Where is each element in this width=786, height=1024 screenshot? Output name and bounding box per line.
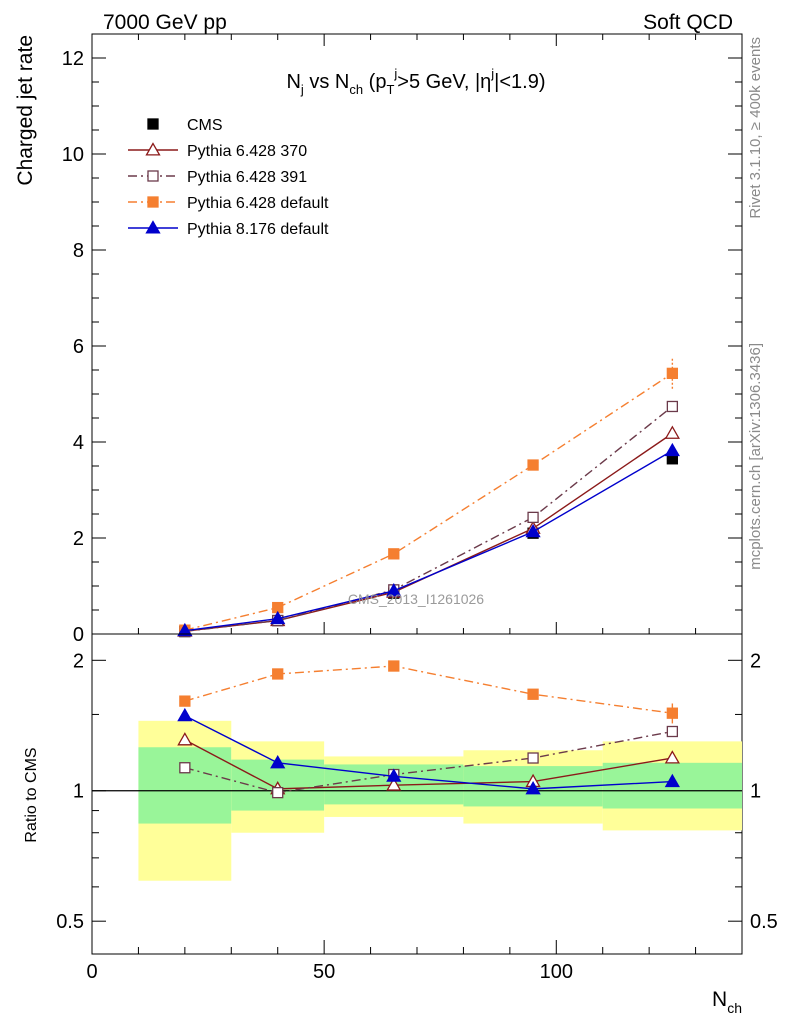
data-point [388,548,400,560]
ratio-point [666,725,679,738]
main-plot-axes: 0 2 4 6 8 10 12 [62,33,743,646]
watermark-label: CMS_2013_I1261026 [348,591,484,607]
legend: CMS Pythia 6.428 370 Pythia 6.428 391 Pythi… [128,117,329,238]
data-point [527,511,539,524]
ratio-point [388,660,400,672]
main-y-tick-label: 8 [73,240,84,262]
ratio-y-tick-label: 2 [73,650,84,672]
series-pythia-6-428-default [179,358,679,636]
ratio-series-group [177,660,680,799]
legend-label: Pythia 6.428 370 [187,143,307,160]
header-right-label: Soft QCD [643,11,733,34]
data-point [666,400,679,413]
series-pythia-8-176-default [177,442,680,637]
data-point [270,610,286,625]
uncertainty-band-inner [138,747,232,824]
side-label-bottom: mcplots.cern.ch [arXiv:1306.3436] [747,343,764,570]
legend-marker [147,170,159,182]
legend-label: Pythia 6.428 391 [187,169,307,186]
main-y-tick-label: 12 [62,48,84,70]
ratio-point [272,786,284,799]
side-label-top: Rivet 3.1.10, ≥ 400k events [747,37,764,219]
ratio-plot-axes: 0.5 0.5 1 1 2 2 0 50 100 [56,633,778,983]
main-y-axis-label: Charged jet rate [14,35,37,186]
legend-marker [147,196,159,208]
main-plot-title: Nj vs Nch (pTj>5 GeV, |ηj|<1.9) [286,66,545,97]
ratio-point [177,732,193,746]
ratio-point [664,750,680,764]
main-y-tick-label: 10 [62,144,84,166]
data-point [666,367,679,380]
ratio-y-tick-label: 0.5 [56,911,84,933]
data-point [386,582,402,597]
data-point [664,442,680,457]
ratio-point [666,707,679,719]
header-left-label: 7000 GeV pp [103,11,227,34]
ratio-point [179,695,191,707]
data-point [664,425,680,439]
ratio-point [177,707,193,722]
main-y-tick-label: 6 [73,336,84,358]
ratio-point [386,777,402,791]
legend-label: Pythia 8.176 default [187,221,329,238]
legend-marker [145,142,161,156]
x-tick-label: 50 [313,961,335,983]
main-series-group [177,358,680,638]
legend-label: Pythia 6.428 default [187,195,329,212]
main-y-tick-label: 4 [73,432,84,454]
main-y-tick-label: 2 [73,528,84,550]
legend-marker [145,220,161,234]
ratio-y-axis-label: Ratio to CMS [23,747,40,842]
legend-item-pythia-6-428-370: Pythia 6.428 370 [128,142,307,160]
ratio-y-tick-label: 1 [73,781,84,803]
legend-item-pythia-8-176-default: Pythia 8.176 default [128,220,329,238]
legend-item-pythia-6-428-391: Pythia 6.428 391 [128,169,307,186]
ratio-point [386,768,402,782]
ratio-point [270,755,286,769]
data-point [177,622,193,637]
main-y-tick-label: 0 [73,624,84,646]
x-axis-label: Nch [712,988,742,1016]
data-point [527,459,539,471]
legend-label: CMS [187,117,223,134]
ratio-y-tick-label-right: 2 [750,650,761,672]
x-tick-label: 0 [86,961,97,983]
ratio-series-pythia-8-176-default [177,707,680,795]
ratio-point [525,781,541,795]
ratio-point [179,762,191,774]
x-tick-label: 100 [540,961,573,983]
svg-text:Nj vs Nch (pTj>5 GeV, |ηj|<1.9: Nj vs Nch (pTj>5 GeV, |ηj|<1.9) [286,66,545,97]
ratio-line [184,665,673,714]
legend-item-cms: CMS [147,117,223,134]
ratio-point [527,688,539,700]
ratio-point [527,752,539,764]
legend-marker [147,118,159,130]
data-point [525,523,541,538]
ratio-point [664,773,680,788]
ratio-y-tick-label-right: 1 [750,781,761,803]
ratio-y-tick-label-right: 0.5 [750,911,778,933]
ratio-point [272,668,284,680]
legend-item-pythia-6-428-default: Pythia 6.428 default [128,195,329,212]
ratio-series-pythia-6-428-default [179,660,679,724]
